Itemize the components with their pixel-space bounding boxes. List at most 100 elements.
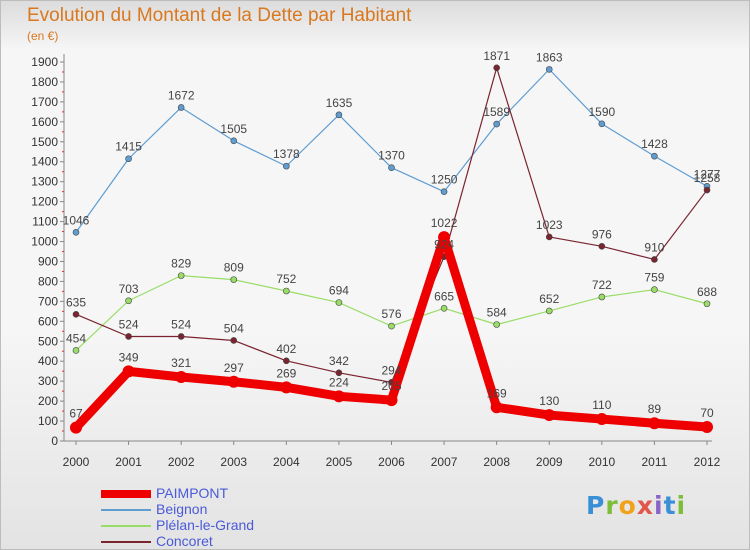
data-point-concoret [545, 233, 553, 241]
y-tick-label: 1200 [31, 195, 58, 209]
data-point-paimpont [648, 417, 661, 430]
data-label-beignon: 1250 [431, 173, 458, 187]
y-tick-label: 1400 [31, 155, 58, 169]
data-point-paimpont [438, 231, 451, 244]
data-point-pl-lan-le-grand [493, 321, 500, 328]
data-point-beignon [651, 152, 658, 160]
data-label-concoret: 635 [66, 295, 86, 309]
data-label-paimpont: 110 [592, 398, 611, 412]
data-point-concoret [335, 369, 343, 377]
data-label-pl-lan-le-grand: 652 [539, 292, 559, 306]
data-label-beignon: 1863 [536, 50, 563, 64]
data-point-pl-lan-le-grand [335, 299, 343, 306]
data-point-beignon [177, 104, 185, 111]
data-point-pl-lan-le-grand [72, 347, 80, 354]
data-label-beignon: 1046 [63, 213, 90, 227]
data-label-concoret: 924 [434, 238, 454, 252]
data-point-paimpont [490, 401, 503, 414]
data-point-paimpont [122, 365, 135, 378]
data-label-pl-lan-le-grand: 752 [276, 272, 296, 286]
data-label-concoret: 524 [119, 317, 139, 331]
data-point-pl-lan-le-grand [230, 276, 238, 283]
data-label-paimpont: 321 [171, 356, 191, 370]
data-label-beignon: 1415 [115, 140, 142, 154]
data-label-concoret: 402 [276, 342, 296, 356]
data-point-beignon [72, 229, 80, 236]
y-tick-label: 200 [38, 394, 58, 408]
y-tick-label: 400 [38, 354, 58, 368]
data-label-paimpont: 67 [69, 407, 83, 421]
legend-swatch-paimpont [101, 490, 151, 498]
data-label-pl-lan-le-grand: 584 [487, 306, 507, 320]
y-tick-label: 700 [38, 294, 58, 308]
legend-swatch-concoret [101, 541, 151, 543]
data-point-pl-lan-le-grand [283, 287, 290, 295]
data-point-beignon [598, 120, 606, 128]
data-point-concoret [177, 333, 185, 340]
data-label-paimpont: 130 [539, 394, 559, 408]
data-point-pl-lan-le-grand [177, 272, 185, 279]
data-point-concoret [283, 357, 290, 365]
data-point-beignon [125, 155, 132, 163]
data-label-beignon: 1277 [694, 167, 721, 181]
data-point-concoret [651, 256, 658, 263]
data-point-paimpont [175, 370, 188, 383]
x-tick-label: 2000 [63, 455, 90, 469]
x-tick-label: 2008 [483, 455, 510, 469]
data-point-beignon [493, 120, 500, 128]
data-label-paimpont: 297 [224, 361, 244, 375]
data-point-paimpont [595, 413, 608, 426]
data-point-paimpont [227, 375, 240, 388]
data-label-concoret: 342 [329, 354, 349, 368]
data-point-paimpont [385, 394, 398, 407]
data-point-pl-lan-le-grand [125, 297, 132, 305]
data-label-pl-lan-le-grand: 454 [66, 331, 86, 345]
data-label-concoret: 910 [644, 240, 664, 254]
x-tick-label: 2005 [326, 455, 353, 469]
data-point-paimpont [332, 390, 345, 403]
x-tick-label: 2002 [168, 455, 195, 469]
legend-label-beignon: Beignon [156, 501, 208, 517]
data-label-pl-lan-le-grand: 829 [171, 257, 191, 271]
y-tick-label: 1300 [31, 175, 58, 189]
y-tick-label: 1000 [31, 235, 58, 249]
y-tick-label: 100 [38, 414, 58, 428]
data-point-concoret [493, 64, 500, 72]
data-label-pl-lan-le-grand: 694 [329, 284, 349, 298]
data-label-concoret: 1258 [694, 171, 721, 185]
data-label-concoret: 504 [224, 321, 244, 335]
chart-title: Evolution du Montant de la Dette par Hab… [27, 5, 412, 26]
data-point-pl-lan-le-grand [440, 305, 448, 312]
data-label-beignon: 1635 [326, 96, 353, 110]
data-label-pl-lan-le-grand: 703 [119, 282, 139, 296]
data-point-paimpont [70, 421, 82, 434]
y-tick-label: 800 [38, 274, 58, 288]
x-tick-label: 2009 [536, 455, 563, 469]
y-tick-label: 1500 [31, 135, 58, 149]
data-label-beignon: 1428 [641, 137, 668, 151]
x-tick-label: 2010 [588, 455, 615, 469]
data-label-pl-lan-le-grand: 576 [381, 307, 401, 321]
data-label-paimpont: 70 [700, 406, 714, 420]
data-label-concoret: 976 [592, 227, 612, 241]
data-label-paimpont: 89 [648, 402, 662, 416]
legend-label-pl-lan-le-grand: Plélan-le-Grand [156, 517, 255, 533]
data-label-pl-lan-le-grand: 688 [697, 285, 717, 299]
y-tick-label: 0 [51, 434, 58, 448]
data-label-beignon: 1590 [588, 105, 615, 119]
chart-unit-label: (en €) [27, 29, 59, 43]
data-label-pl-lan-le-grand: 759 [644, 271, 664, 285]
x-tick-label: 2012 [694, 455, 721, 469]
y-tick-label: 300 [38, 374, 58, 388]
y-tick-label: 1900 [31, 55, 58, 69]
x-tick-label: 2006 [378, 455, 405, 469]
x-tick-label: 2011 [642, 455, 668, 469]
legend-swatch-pl-lan-le-grand [101, 525, 151, 527]
x-tick-label: 2003 [220, 455, 247, 469]
data-point-concoret [72, 311, 80, 318]
data-label-beignon: 1589 [483, 105, 510, 119]
data-point-beignon [230, 137, 238, 145]
data-label-paimpont: 349 [119, 350, 139, 364]
